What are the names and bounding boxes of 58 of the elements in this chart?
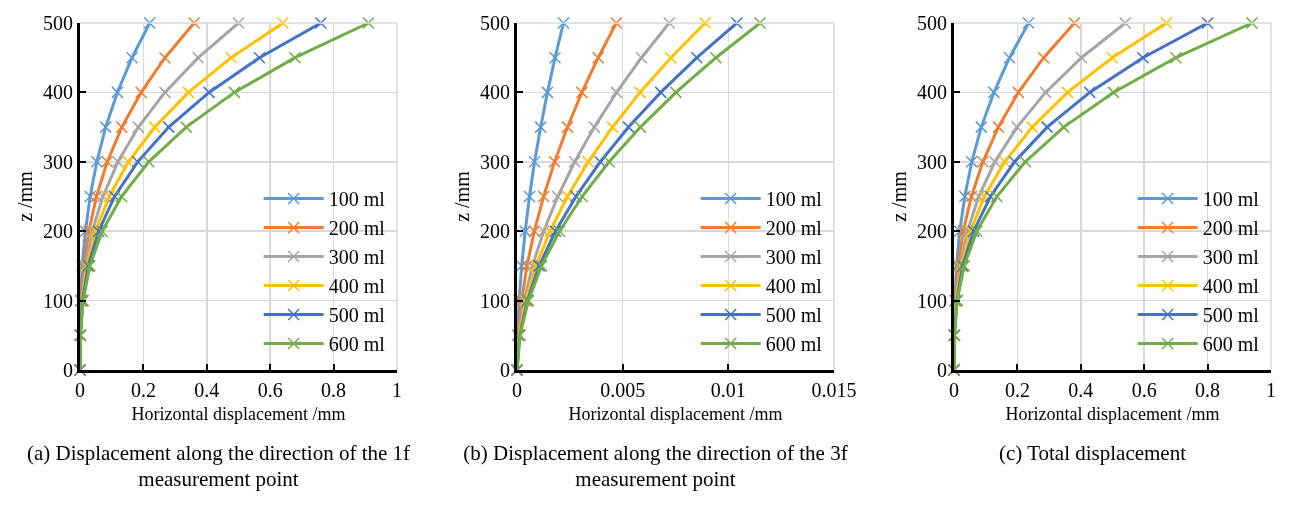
legend-label: 500 ml xyxy=(328,304,386,327)
legend-label: 300 ml xyxy=(328,246,386,269)
x-tick-label: 0.2 xyxy=(1004,379,1030,401)
x-tick-label: 0.4 xyxy=(194,379,220,401)
legend-label: 500 ml xyxy=(765,304,823,327)
y-tick-label: 0 xyxy=(63,359,73,381)
legend-label: 500 ml xyxy=(1202,304,1260,327)
legend-label: 200 ml xyxy=(1202,217,1260,240)
y-tick-label: 300 xyxy=(480,150,510,173)
x-tick-label: 0.015 xyxy=(811,379,857,401)
x-tick-label: 1 xyxy=(392,379,402,401)
x-tick-label: 0.6 xyxy=(257,379,283,401)
y-tick-label: 200 xyxy=(43,220,73,243)
x-tick-label: 0.6 xyxy=(1131,379,1157,401)
text: (b) Displacement along the direction of the 3f measurement point xyxy=(462,440,849,492)
y-axis-title: z /mm xyxy=(13,170,36,222)
y-tick-label: 100 xyxy=(480,289,510,312)
legend-label: 400 ml xyxy=(765,275,823,298)
legend-label: 600 ml xyxy=(328,333,386,356)
x-axis-title: Horizontal displacement /mm xyxy=(131,404,346,425)
y-tick-label: 400 xyxy=(43,81,73,104)
y-tick-label: 400 xyxy=(480,81,510,104)
x-tick-label: 0.005 xyxy=(600,379,646,401)
x-tick-label: 0.4 xyxy=(1068,379,1094,401)
legend-label: 300 ml xyxy=(1202,246,1260,269)
y-tick-label: 100 xyxy=(43,289,73,312)
x-tick-label: 0.8 xyxy=(321,379,347,401)
x-axis-title: Horizontal displacement /mm xyxy=(1005,404,1220,425)
y-tick-label: 500 xyxy=(480,12,510,34)
legend-label: 600 ml xyxy=(1202,333,1260,356)
legend-label: 200 ml xyxy=(328,217,386,240)
x-axis-title: Horizontal displacement /mm xyxy=(568,404,783,425)
legend-label: 100 ml xyxy=(328,188,386,211)
x-tick-label: 0.01 xyxy=(710,379,746,401)
x-tick-label: 1 xyxy=(1266,379,1276,401)
y-tick-label: 200 xyxy=(480,220,510,243)
y-tick-label: 500 xyxy=(43,12,73,34)
x-tick-label: 0.8 xyxy=(1195,379,1221,401)
y-tick-label: 300 xyxy=(917,150,947,173)
y-axis-title: z /mm xyxy=(887,170,910,222)
legend-label: 400 ml xyxy=(1202,275,1260,298)
y-tick-label: 0 xyxy=(937,359,947,381)
y-tick-label: 300 xyxy=(43,150,73,173)
legend-label: 100 ml xyxy=(1202,188,1260,211)
y-tick-label: 0 xyxy=(500,359,510,381)
legend-label: 400 ml xyxy=(328,275,386,298)
text: (a) Displacement along the direction of the 1f measurement point xyxy=(25,440,412,492)
y-tick-label: 400 xyxy=(917,81,947,104)
legend-label: 600 ml xyxy=(765,333,823,356)
y-tick-label: 500 xyxy=(917,12,947,34)
y-tick-label: 200 xyxy=(917,220,947,243)
text: (c) Total displacement xyxy=(997,440,1188,466)
x-tick-label: 0.2 xyxy=(130,379,156,401)
legend-label: 100 ml xyxy=(765,188,823,211)
legend-label: 200 ml xyxy=(765,217,823,240)
legend-label: 300 ml xyxy=(765,246,823,269)
y-axis-title: z /mm xyxy=(450,170,473,222)
y-tick-label: 100 xyxy=(917,289,947,312)
